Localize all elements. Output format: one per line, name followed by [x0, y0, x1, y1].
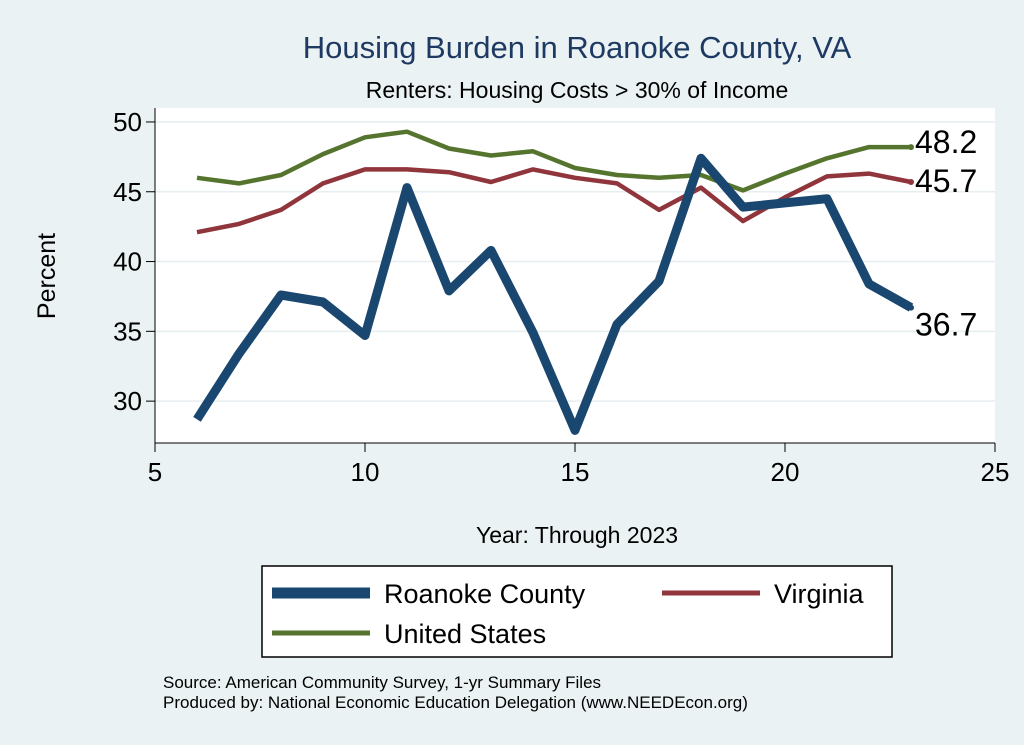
y-tick-label: 30	[113, 386, 142, 416]
legend: Roanoke County Virginia United States	[261, 565, 893, 658]
x-tick-label: 5	[148, 457, 162, 487]
y-tick-label: 35	[113, 316, 142, 346]
x-tick-label: 25	[981, 457, 1010, 487]
series-line-virginia	[196, 167, 912, 235]
legend-label-virginia: Virginia	[774, 579, 865, 609]
series-end-point	[908, 178, 914, 185]
series-end-point	[908, 304, 914, 311]
series-lines	[193, 129, 914, 435]
y-axis-title: Percent	[33, 233, 61, 319]
series-line-roanoke-county	[193, 153, 914, 435]
series-line-united-states	[196, 129, 911, 193]
y-tick-label: 45	[113, 177, 142, 207]
end-value-label: 36.7	[915, 307, 977, 343]
legend-label-us: United States	[384, 619, 546, 649]
chart-subtitle: Renters: Housing Costs > 30% of Income	[366, 77, 789, 103]
series-end-point	[908, 144, 914, 151]
y-tick-label: 50	[113, 107, 142, 137]
y-tick-label: 40	[113, 247, 142, 277]
x-tick-label: 10	[351, 457, 380, 487]
legend-label-roanoke: Roanoke County	[384, 579, 586, 609]
chart-title: Housing Burden in Roanoke County, VA	[303, 30, 852, 65]
x-tick-label: 15	[561, 457, 590, 487]
x-axis-title: Year: Through 2023	[476, 522, 678, 548]
plot-background	[155, 108, 995, 443]
x-tick-label: 20	[771, 457, 800, 487]
axis-ticks: 30 35 40 45 50 5 10 15 20 25	[113, 107, 1009, 487]
source-note: Source: American Community Survey, 1-yr …	[163, 673, 601, 692]
producer-note: Produced by: National Economic Education…	[163, 693, 748, 712]
legend-box	[261, 565, 893, 658]
end-value-label: 45.7	[915, 163, 977, 199]
end-value-label: 48.2	[915, 124, 977, 160]
end-labels: 48.245.7 36.7	[915, 124, 977, 343]
